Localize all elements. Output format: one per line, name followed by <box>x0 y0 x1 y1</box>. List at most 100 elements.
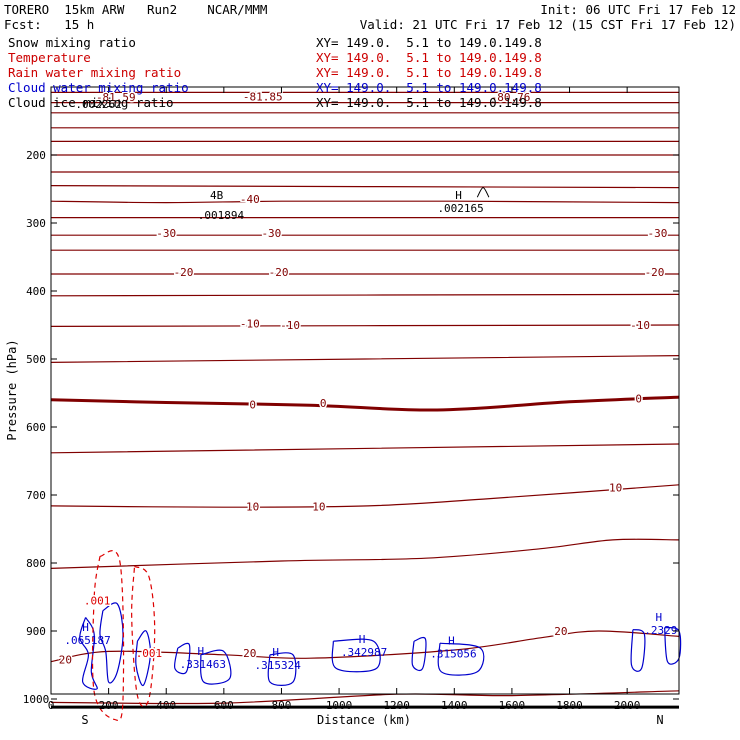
y-tick-label: 500 <box>26 353 46 366</box>
maximum-value: .002262 <box>75 98 121 111</box>
maximum-value: .065187 <box>64 634 110 647</box>
cloud-water-contour <box>267 652 297 686</box>
cloud-water-contour <box>437 642 485 676</box>
legend-spec-snow: XY= 149.0. 5.1 to 149.0.149.8 <box>316 35 542 50</box>
legend-label-rain: Rain water mixing ratio <box>8 65 182 80</box>
temperature-contour-label: -10 <box>630 319 650 332</box>
maximum-value: .315056 <box>430 648 476 661</box>
temperature-contour-label: -80.76 <box>491 91 531 104</box>
y-tick-label: 600 <box>26 421 46 434</box>
x-tick-label: 2000 <box>614 699 641 712</box>
rain-contour-label: .001 <box>84 594 111 607</box>
x-tick-label: 1000 <box>326 699 353 712</box>
isotherm-line <box>50 293 680 297</box>
y-tick-label: 200 <box>26 149 46 162</box>
maximum-marker: H <box>455 189 462 202</box>
model-title: TORERO 15km ARW Run2 NCAR/MMM <box>4 2 268 17</box>
maximum-marker: H <box>272 646 279 659</box>
isotherm-line <box>50 443 680 454</box>
isotherm-line <box>50 324 680 327</box>
rain-contour <box>91 550 125 721</box>
temperature-contour-label: 10 <box>246 501 259 514</box>
y-tick-label: 400 <box>26 285 46 298</box>
x-tick-label: 1400 <box>441 699 468 712</box>
temperature-contour-label: -20 <box>174 266 194 279</box>
snow-contour <box>476 187 490 198</box>
y-tick-label: 900 <box>26 625 46 638</box>
plot-frame <box>50 86 680 695</box>
x-tick-label: 1200 <box>383 699 410 712</box>
temperature-contour-label: -81.85 <box>243 91 283 104</box>
legend-spec-cloud-ice: XY= 149.0. 5.1 to 149.0.149.8 <box>316 95 542 110</box>
maximum-marker: H <box>656 611 663 624</box>
cloud-water-contour <box>331 638 381 673</box>
legend-label-cloud-ice: Cloud ice mixing ratio <box>8 95 174 110</box>
legend-spec-temperature: XY= 149.0. 5.1 to 149.0.149.8 <box>316 50 542 65</box>
maximum-value: .2329 <box>644 624 677 637</box>
rain-contour-label: .001 <box>136 647 163 660</box>
y-tick-label: 1000 <box>23 693 50 706</box>
x-tick-label: 1800 <box>556 699 583 712</box>
x-tick-label: 800 <box>272 699 292 712</box>
temperature-contour-label: -10 <box>280 319 300 332</box>
temperature-contour-label: -30 <box>261 227 281 240</box>
init-time: Init: 06 UTC Fri 17 Feb 12 <box>540 2 736 17</box>
cloud-water-contour <box>99 602 124 684</box>
isotherm-line <box>50 690 680 705</box>
maximum-marker: H <box>197 645 204 658</box>
isotherm-line <box>50 538 680 569</box>
temperature-contour-label: -10 <box>240 318 260 331</box>
maximum-marker: H <box>359 633 366 646</box>
legend-label-temperature: Temperature <box>8 50 91 65</box>
temperature-contour-label: 0 <box>320 397 327 410</box>
legend-label-snow: Snow mixing ratio <box>8 35 136 50</box>
maximum-value: .342987 <box>341 646 387 659</box>
isotherm-line <box>50 355 680 363</box>
legend-spec-cloud-water: XY= 149.0. 5.1 to 149.0.149.8 <box>316 80 542 95</box>
temperature-contour-label: -81.59 <box>96 91 136 104</box>
y-tick-label: 800 <box>26 557 46 570</box>
temperature-contour-label: -30 <box>647 227 667 240</box>
temperature-contour-label: -20 <box>645 266 665 279</box>
x-tick-label: 400 <box>156 699 176 712</box>
valid-time: Valid: 21 UTC Fri 17 Feb 12 (15 CST Fri … <box>359 17 736 32</box>
temperature-contour-label: 0 <box>249 399 256 412</box>
x-tick-label: 200 <box>99 699 119 712</box>
maximum-value: .315324 <box>255 659 302 672</box>
legend-spec-rain: XY= 149.0. 5.1 to 149.0.149.8 <box>316 65 542 80</box>
isotherm-line <box>50 185 680 189</box>
temperature-contour-label: -20 <box>269 266 289 279</box>
x-tick-label: 0 <box>48 699 55 712</box>
y-tick-label: 300 <box>26 217 46 230</box>
maximum-value: .331463 <box>180 658 226 671</box>
isotherm-line <box>50 200 680 204</box>
temperature-contour-label: 20 <box>554 625 567 638</box>
x-tick-label: 600 <box>214 699 234 712</box>
maximum-marker: 4B <box>210 189 224 202</box>
temperature-contour-label: -40 <box>240 193 260 206</box>
legend-label-cloud-water: Cloud water mixing ratio <box>8 80 189 95</box>
maximum-marker: H <box>448 635 455 648</box>
y-axis-title: Pressure (hPa) <box>5 339 19 440</box>
temperature-contour-label: -30 <box>156 227 176 240</box>
cloud-water-contour <box>630 629 646 672</box>
x-end-label-left: S <box>81 713 88 727</box>
cloud-water-contour <box>135 630 152 687</box>
x-axis-title: Distance (km) <box>317 713 411 727</box>
maximum-value: .002165 <box>437 202 483 215</box>
temperature-contour-label: 20 <box>59 654 72 667</box>
x-tick-label: 1600 <box>499 699 526 712</box>
rain-contour <box>131 565 156 708</box>
y-tick-label: 700 <box>26 489 46 502</box>
temperature-contour-label: 0 <box>635 392 642 405</box>
temperature-contour-label: 10 <box>312 501 325 514</box>
maximum-value: .001894 <box>198 209 245 222</box>
isotherm-line <box>50 630 680 663</box>
maximum-marker: H <box>82 621 89 634</box>
isotherm-line <box>50 484 680 508</box>
x-end-label-right: N <box>656 713 663 727</box>
temperature-contour-label: 10 <box>609 482 622 495</box>
cloud-water-contour <box>173 642 191 675</box>
cloud-water-contour <box>79 617 98 690</box>
